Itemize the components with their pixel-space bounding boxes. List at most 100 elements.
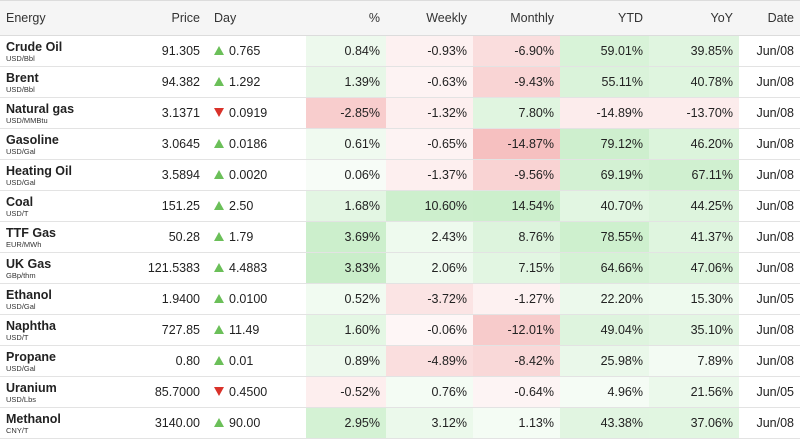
weekly-cell: -4.89% — [386, 345, 473, 377]
header-pct[interactable]: % — [306, 0, 386, 36]
commodity-name-link[interactable]: UK Gas — [6, 257, 52, 271]
monthly-cell: -6.90% — [473, 35, 560, 67]
commodity-name-link[interactable]: Methanol — [6, 412, 61, 426]
triangle-up-icon — [214, 418, 224, 428]
table-row[interactable]: Brent USD/Bbl 94.382 1.292 1.39% -0.63% -9.43%… — [0, 66, 800, 98]
monthly-cell: -8.42% — [473, 345, 560, 377]
table-row[interactable]: Gasoline USD/Gal 3.0645 0.0186 0.61% -0.65% -1… — [0, 128, 800, 160]
commodity-name-link[interactable]: Coal — [6, 195, 34, 209]
price-cell: 3.5894 — [108, 159, 206, 191]
day-change-value: 0.0919 — [229, 106, 268, 120]
table-row[interactable]: Ethanol USD/Gal 1.9400 0.0100 0.52% -3.72% -1.… — [0, 283, 800, 315]
weekly-cell: -0.63% — [386, 66, 473, 98]
table-row[interactable]: Methanol CNY/T 3140.00 90.00 2.95% 3.12% 1.13%… — [0, 407, 800, 439]
header-ytd[interactable]: YTD — [560, 0, 649, 36]
table-row[interactable]: Natural gas USD/MMBtu 3.1371 0.0919 -2.85% -1… — [0, 97, 800, 129]
commodity-name-link[interactable]: Natural gas — [6, 102, 75, 116]
ytd-cell: 40.70% — [560, 190, 649, 222]
monthly-cell: 1.13% — [473, 407, 560, 439]
commodity-cell[interactable]: Naphtha USD/T — [0, 314, 108, 346]
day-change-cell: 90.00 — [206, 407, 306, 439]
table-row[interactable]: Heating Oil USD/Gal 3.5894 0.0020 0.06% -1.37… — [0, 159, 800, 191]
ytd-cell: 79.12% — [560, 128, 649, 160]
commodity-cell[interactable]: TTF Gas EUR/MWh — [0, 221, 108, 253]
header-weekly[interactable]: Weekly — [386, 0, 473, 36]
commodity-name-link[interactable]: Heating Oil — [6, 164, 72, 178]
commodity-cell[interactable]: Coal USD/T — [0, 190, 108, 222]
date-cell: Jun/05 — [739, 376, 800, 408]
table-row[interactable]: Uranium USD/Lbs 85.7000 0.4500 -0.52% 0.76% -0… — [0, 376, 800, 408]
pct-cell: 0.06% — [306, 159, 386, 191]
table-row[interactable]: Propane USD/Gal 0.80 0.01 0.89% -4.89% -8.42% 2… — [0, 345, 800, 377]
header-price[interactable]: Price — [108, 0, 206, 36]
commodity-name-link[interactable]: Crude Oil — [6, 40, 63, 54]
price-cell: 50.28 — [108, 221, 206, 253]
commodity-cell[interactable]: Heating Oil USD/Gal — [0, 159, 108, 191]
commodity-unit: USD/Lbs — [6, 395, 37, 404]
triangle-up-icon — [214, 356, 224, 366]
table-row[interactable]: TTF Gas EUR/MWh 50.28 1.79 3.69% 2.43% 8.76% 78… — [0, 221, 800, 253]
ytd-cell: 25.98% — [560, 345, 649, 377]
commodity-cell[interactable]: Uranium USD/Lbs — [0, 376, 108, 408]
weekly-cell: 3.12% — [386, 407, 473, 439]
pct-cell: 1.60% — [306, 314, 386, 346]
commodity-name-link[interactable]: Gasoline — [6, 133, 59, 147]
monthly-cell: -0.64% — [473, 376, 560, 408]
yoy-cell: 40.78% — [649, 66, 739, 98]
header-yoy[interactable]: YoY — [649, 0, 739, 36]
price-cell: 0.80 — [108, 345, 206, 377]
yoy-cell: 15.30% — [649, 283, 739, 315]
day-change-cell: 0.01 — [206, 345, 306, 377]
header-monthly[interactable]: Monthly — [473, 0, 560, 36]
table-row[interactable]: Crude Oil USD/Bbl 91.305 0.765 0.84% -0.93% -6… — [0, 35, 800, 67]
commodity-cell[interactable]: Methanol CNY/T — [0, 407, 108, 439]
price-cell: 121.5383 — [108, 252, 206, 284]
commodity-name-link[interactable]: Uranium — [6, 381, 57, 395]
day-change-value: 0.4500 — [229, 385, 268, 399]
day-change-value: 1.292 — [229, 75, 261, 89]
day-change-cell: 0.0020 — [206, 159, 306, 191]
day-change-value: 0.01 — [229, 354, 254, 368]
triangle-up-icon — [214, 201, 224, 211]
commodity-cell[interactable]: Gasoline USD/Gal — [0, 128, 108, 160]
triangle-up-icon — [214, 232, 224, 242]
weekly-cell: -0.65% — [386, 128, 473, 160]
commodity-cell[interactable]: Crude Oil USD/Bbl — [0, 35, 108, 67]
yoy-cell: 7.89% — [649, 345, 739, 377]
yoy-cell: -13.70% — [649, 97, 739, 129]
commodity-name-link[interactable]: Brent — [6, 71, 39, 85]
commodity-unit: USD/Gal — [6, 364, 36, 373]
pct-cell: 2.95% — [306, 407, 386, 439]
pct-cell: -0.52% — [306, 376, 386, 408]
commodity-unit: USD/Gal — [6, 178, 36, 187]
commodity-unit: USD/Gal — [6, 302, 36, 311]
commodity-cell[interactable]: UK Gas GBp/thm — [0, 252, 108, 284]
table-row[interactable]: UK Gas GBp/thm 121.5383 4.4883 3.83% 2.06% 7.1… — [0, 252, 800, 284]
weekly-cell: -0.93% — [386, 35, 473, 67]
yoy-cell: 21.56% — [649, 376, 739, 408]
date-cell: Jun/08 — [739, 66, 800, 98]
ytd-cell: 55.11% — [560, 66, 649, 98]
commodity-name-link[interactable]: TTF Gas — [6, 226, 57, 240]
ytd-cell: 49.04% — [560, 314, 649, 346]
table-row[interactable]: Naphtha USD/T 727.85 11.49 1.60% -0.06% -12.01… — [0, 314, 800, 346]
commodity-cell[interactable]: Ethanol USD/Gal — [0, 283, 108, 315]
commodity-name-link[interactable]: Naphtha — [6, 319, 56, 333]
commodity-cell[interactable]: Natural gas USD/MMBtu — [0, 97, 108, 129]
date-cell: Jun/08 — [739, 128, 800, 160]
header-energy[interactable]: Energy — [0, 0, 108, 36]
yoy-cell: 35.10% — [649, 314, 739, 346]
table-row[interactable]: Coal USD/T 151.25 2.50 1.68% 10.60% 14.54% 40.7… — [0, 190, 800, 222]
commodity-unit: CNY/T — [6, 426, 29, 435]
day-change-value: 0.0020 — [229, 168, 268, 182]
monthly-cell: -14.87% — [473, 128, 560, 160]
commodity-cell[interactable]: Propane USD/Gal — [0, 345, 108, 377]
header-date[interactable]: Date — [739, 0, 800, 36]
weekly-cell: -0.06% — [386, 314, 473, 346]
commodity-name-link[interactable]: Ethanol — [6, 288, 52, 302]
table-body: Crude Oil USD/Bbl 91.305 0.765 0.84% -0.93% -6… — [0, 35, 800, 439]
header-day[interactable]: Day — [206, 0, 306, 36]
commodity-name-link[interactable]: Propane — [6, 350, 57, 364]
commodity-cell[interactable]: Brent USD/Bbl — [0, 66, 108, 98]
